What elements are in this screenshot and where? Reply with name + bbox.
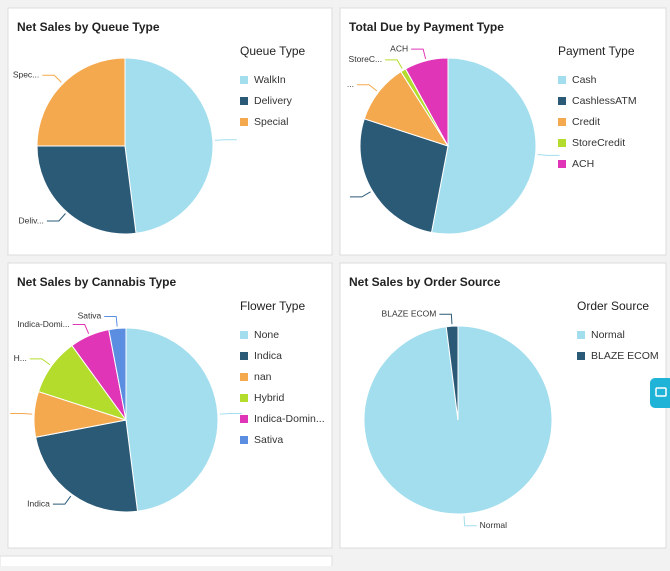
leader-line [46,213,66,222]
legend-swatch [240,118,248,126]
leader-line [10,412,33,415]
slice-label: H... [14,353,27,363]
legend-label: ACH [572,158,594,170]
legend-swatch [558,139,566,147]
legend-swatch [558,76,566,84]
chart-title: Net Sales by Cannabis Type [17,275,176,289]
leader-line [411,48,427,59]
legend-label: StoreCredit [572,137,625,149]
panel [0,555,333,571]
legend-label: Indica-Domin... [254,413,325,425]
leader-line [214,139,237,141]
legend-swatch [240,373,248,381]
side-button[interactable] [650,378,670,408]
legend-swatch [240,436,248,444]
chart-title: Net Sales by Order Source [349,275,501,289]
slice-label: Sativa [78,311,102,321]
leader-line [42,74,62,83]
legend-swatch [558,97,566,105]
leader-line [104,315,118,327]
side-button-icon [655,387,667,397]
slice-label: Indica [27,498,50,508]
pie-slice [445,325,459,421]
legend-title: Flower Type [240,299,305,313]
legend-title: Queue Type [240,44,305,58]
pie-slice [359,118,449,234]
pie-slice [404,57,449,147]
leader-line [463,515,477,527]
chart-title: Net Sales by Queue Type [17,20,160,34]
legend-swatch [577,331,585,339]
slice-label: Indica-Domi... [17,319,69,329]
legend-label: Sativa [254,434,283,446]
slice-label: ... [347,79,354,89]
pie-slice [430,57,537,235]
leader-line [537,153,560,156]
slice-label: ACH [390,43,408,53]
legend-swatch [240,394,248,402]
legend-label: Hybrid [254,392,285,404]
leader-line [385,59,403,69]
legend-swatch [558,118,566,126]
legend-swatch [577,352,585,360]
slice-label: BLAZE ECOM [382,308,437,318]
slice-label: StoreC... [349,54,383,64]
legend-swatch [240,331,248,339]
leader-line [349,191,371,198]
pie-slice [108,327,127,421]
legend-label: CashlessATM [572,95,637,107]
leader-line [356,84,378,92]
slice-label: Deliv... [19,215,44,225]
legend-label: nan [254,371,272,383]
legend-label: Normal [591,329,625,341]
pie-slice [125,327,219,512]
legend-swatch [240,97,248,105]
leader-line [72,324,90,334]
legend-title: Payment Type [558,44,635,58]
legend-label: Delivery [254,95,293,107]
leader-line [439,313,453,325]
leader-line [219,412,242,415]
legend-swatch [240,352,248,360]
legend-swatch [558,160,566,168]
slice-label: Normal [480,520,508,530]
legend-label: WalkIn [254,74,286,86]
pie-slice [36,145,137,235]
legend-swatch [240,76,248,84]
legend-swatch [240,415,248,423]
pie-slice [124,57,214,234]
legend-label: None [254,329,279,341]
pie-slice [35,419,139,513]
slice-label: Spec... [13,70,39,80]
leader-line [52,495,72,505]
legend-label: Cash [572,74,597,86]
leader-line [29,358,51,366]
legend-title: Order Source [577,299,649,313]
legend-label: Credit [572,116,600,128]
legend-label: BLAZE ECOM [591,350,659,362]
chart-title: Total Due by Payment Type [349,20,504,34]
legend-label: Special [254,116,288,128]
legend-label: Indica [254,350,282,362]
pie-slice [36,57,126,147]
